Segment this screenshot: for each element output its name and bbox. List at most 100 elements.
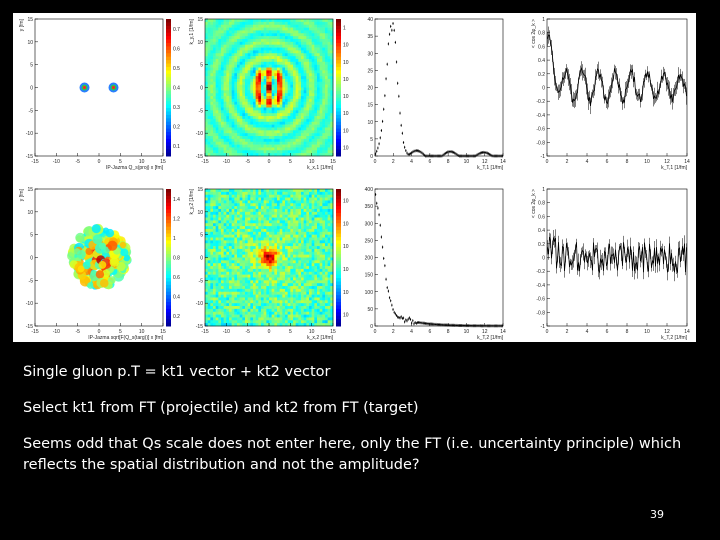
y-tick-label: 250 [365, 238, 374, 244]
y-tick-label: 40 [367, 17, 373, 23]
x-tick-label: 4 [410, 159, 413, 165]
y-tick-label: 5 [370, 137, 373, 143]
colorbar-segment [166, 46, 171, 51]
colorbar-segment [336, 77, 341, 82]
colorbar-tick-label: 0.1 [173, 144, 180, 150]
x-tick-label: -10 [223, 329, 230, 335]
x-tick-label: -10 [53, 329, 60, 335]
colorbar-tick-label: 10 [343, 313, 349, 319]
x-tick-label: 4 [586, 159, 589, 165]
colorbar-segment [166, 264, 171, 269]
colorbar-tick-label: 0.3 [173, 105, 180, 111]
colorbar-segment [166, 111, 171, 116]
panel-svg: 0 2 4 6 8 10 12 14 1 0.8 0.6 0.4 0.2 0 -0.2 -0.4 -0.6 -0.… [531, 187, 690, 341]
cos2phi-points [547, 26, 687, 115]
colorbar-segment [336, 250, 341, 255]
y-tick-label: -10 [196, 131, 203, 137]
y-tick-label: -0.2 [536, 99, 545, 105]
colorbar-segment [336, 271, 341, 276]
colorbar-segment [336, 56, 341, 61]
colorbar-segment [336, 118, 341, 123]
figure-panel-phase-row1: 0 2 4 6 8 10 12 14 1 0.8 0.6 0.4 0.2 0 -0.2 -0.4 -0.6 -0.… [525, 15, 695, 175]
colorbar-segment [166, 66, 171, 71]
y-tick-label: 15 [197, 187, 203, 193]
colorbar-segment [166, 216, 171, 221]
colorbar-segment [166, 70, 171, 75]
y-tick-label: 0.2 [538, 242, 545, 248]
figure-panel-grid: 0.7 0.6 0.5 0.4 0.3 0.2 0.1 -15 -10 -5 0 5 10 15 15 10 5… [13, 13, 696, 342]
panel-svg: 0 2 4 6 8 10 12 14 400 350 300 250 200 150 100 50 0 k_T,2… [365, 187, 506, 341]
colorbar-segment [336, 60, 341, 65]
colorbar-segment [336, 121, 341, 126]
figure-panel-ft2d-row2: 10 10 10 10 10 10 -15 -10 -5 0 5 10 15 15 10 5 0 -5 -10 -15… [185, 185, 355, 345]
x-tick-label: 2 [392, 159, 395, 165]
colorbar-tick-label: 0.2 [173, 125, 180, 131]
panel-svg: 0 2 4 6 8 10 12 14 1 0.8 0.6 0.4 0.2 0 -0.2 -0.4 -0.6 -0.… [531, 17, 690, 171]
colorbar-segment [336, 281, 341, 286]
colorbar-tick-label: 0.2 [173, 314, 180, 320]
colorbar-tick-label: 1 [343, 26, 346, 32]
colorbar-segment [166, 49, 171, 54]
colorbar-segment [166, 219, 171, 224]
colorbar-segment [166, 94, 171, 99]
colorbar-segment [166, 233, 171, 238]
x-tick-label: -5 [245, 159, 250, 165]
y-tick-label: 0 [200, 86, 203, 92]
x-tick-label: 15 [160, 159, 166, 165]
colorbar-segment [166, 32, 171, 37]
x-axis-label: k_T,1 [1/fm] [477, 165, 503, 171]
colorbar-segment [336, 25, 341, 30]
y-tick-label: -0.8 [536, 140, 545, 146]
colorbar-segment [166, 77, 171, 82]
y-axis-label: k_y,2 [1/fm] [189, 188, 195, 214]
x-tick-label: -15 [31, 159, 38, 165]
colorbar-segment [166, 73, 171, 78]
colorbar-tick-label: 10 [343, 60, 349, 66]
y-tick-label: 20 [367, 86, 373, 92]
x-tick-label: 10 [139, 329, 145, 335]
y-tick-label: -10 [196, 301, 203, 307]
colorbar-segment [336, 49, 341, 54]
y-tick-label: -1 [541, 154, 546, 160]
colorbar-segment [166, 260, 171, 265]
x-tick-label: 12 [482, 159, 488, 165]
y-axis-label: < cos 2φ_k > [531, 189, 537, 218]
colorbar-segment [336, 243, 341, 248]
y-tick-label: 30 [367, 51, 373, 57]
x-tick-label: 2 [566, 159, 569, 165]
colorbar-segment [336, 264, 341, 269]
colorbar-segment [336, 223, 341, 228]
colorbar-tick-label: 0.4 [173, 86, 180, 92]
colorbar-segment [336, 189, 341, 193]
colorbar-segment [166, 25, 171, 30]
colorbar-tick-label: 10 [343, 145, 349, 151]
colorbar-segment [166, 142, 171, 147]
colorbar-tick-label: 10 [343, 244, 349, 250]
colorbar-segment [166, 312, 171, 317]
y-tick-label: 15 [27, 17, 33, 23]
colorbar-segment [166, 267, 171, 272]
x-tick-label: 0 [546, 329, 549, 335]
x-tick-label: -15 [201, 159, 208, 165]
figure-panel-phase-row2: 0 2 4 6 8 10 12 14 1 0.8 0.6 0.4 0.2 0 -0.2 -0.4 -0.6 -0.… [525, 185, 695, 345]
colorbar-segment [336, 257, 341, 262]
colorbar-segment [336, 42, 341, 47]
figure-panel-falloff-row1: 0 2 4 6 8 10 12 14 40 35 30 25 20 15 10 5 0 k_T,1 [1/fm] [355, 15, 525, 175]
y-tick-label: -0.8 [536, 310, 545, 316]
colorbar-segment [166, 202, 171, 207]
colorbar-segment [336, 209, 341, 214]
colorbar-segment [336, 291, 341, 296]
colorbar-segment [336, 80, 341, 85]
colorbar-segment [166, 118, 171, 123]
y-tick-label: 0.2 [538, 72, 545, 78]
y-tick-label: -1 [541, 324, 546, 330]
colorbar-segment [336, 63, 341, 68]
x-tick-label: -10 [53, 159, 60, 165]
colorbar-segment [336, 219, 341, 224]
colorbar-segment [166, 128, 171, 133]
colorbar-tick-label: 0.6 [173, 46, 180, 52]
x-axis-label: IP-Jazma Q_s(proj) x [fm] [106, 165, 164, 171]
y-tick-label: 0.6 [538, 44, 545, 50]
x-tick-label: 5 [289, 159, 292, 165]
colorbar-segment [166, 22, 171, 27]
